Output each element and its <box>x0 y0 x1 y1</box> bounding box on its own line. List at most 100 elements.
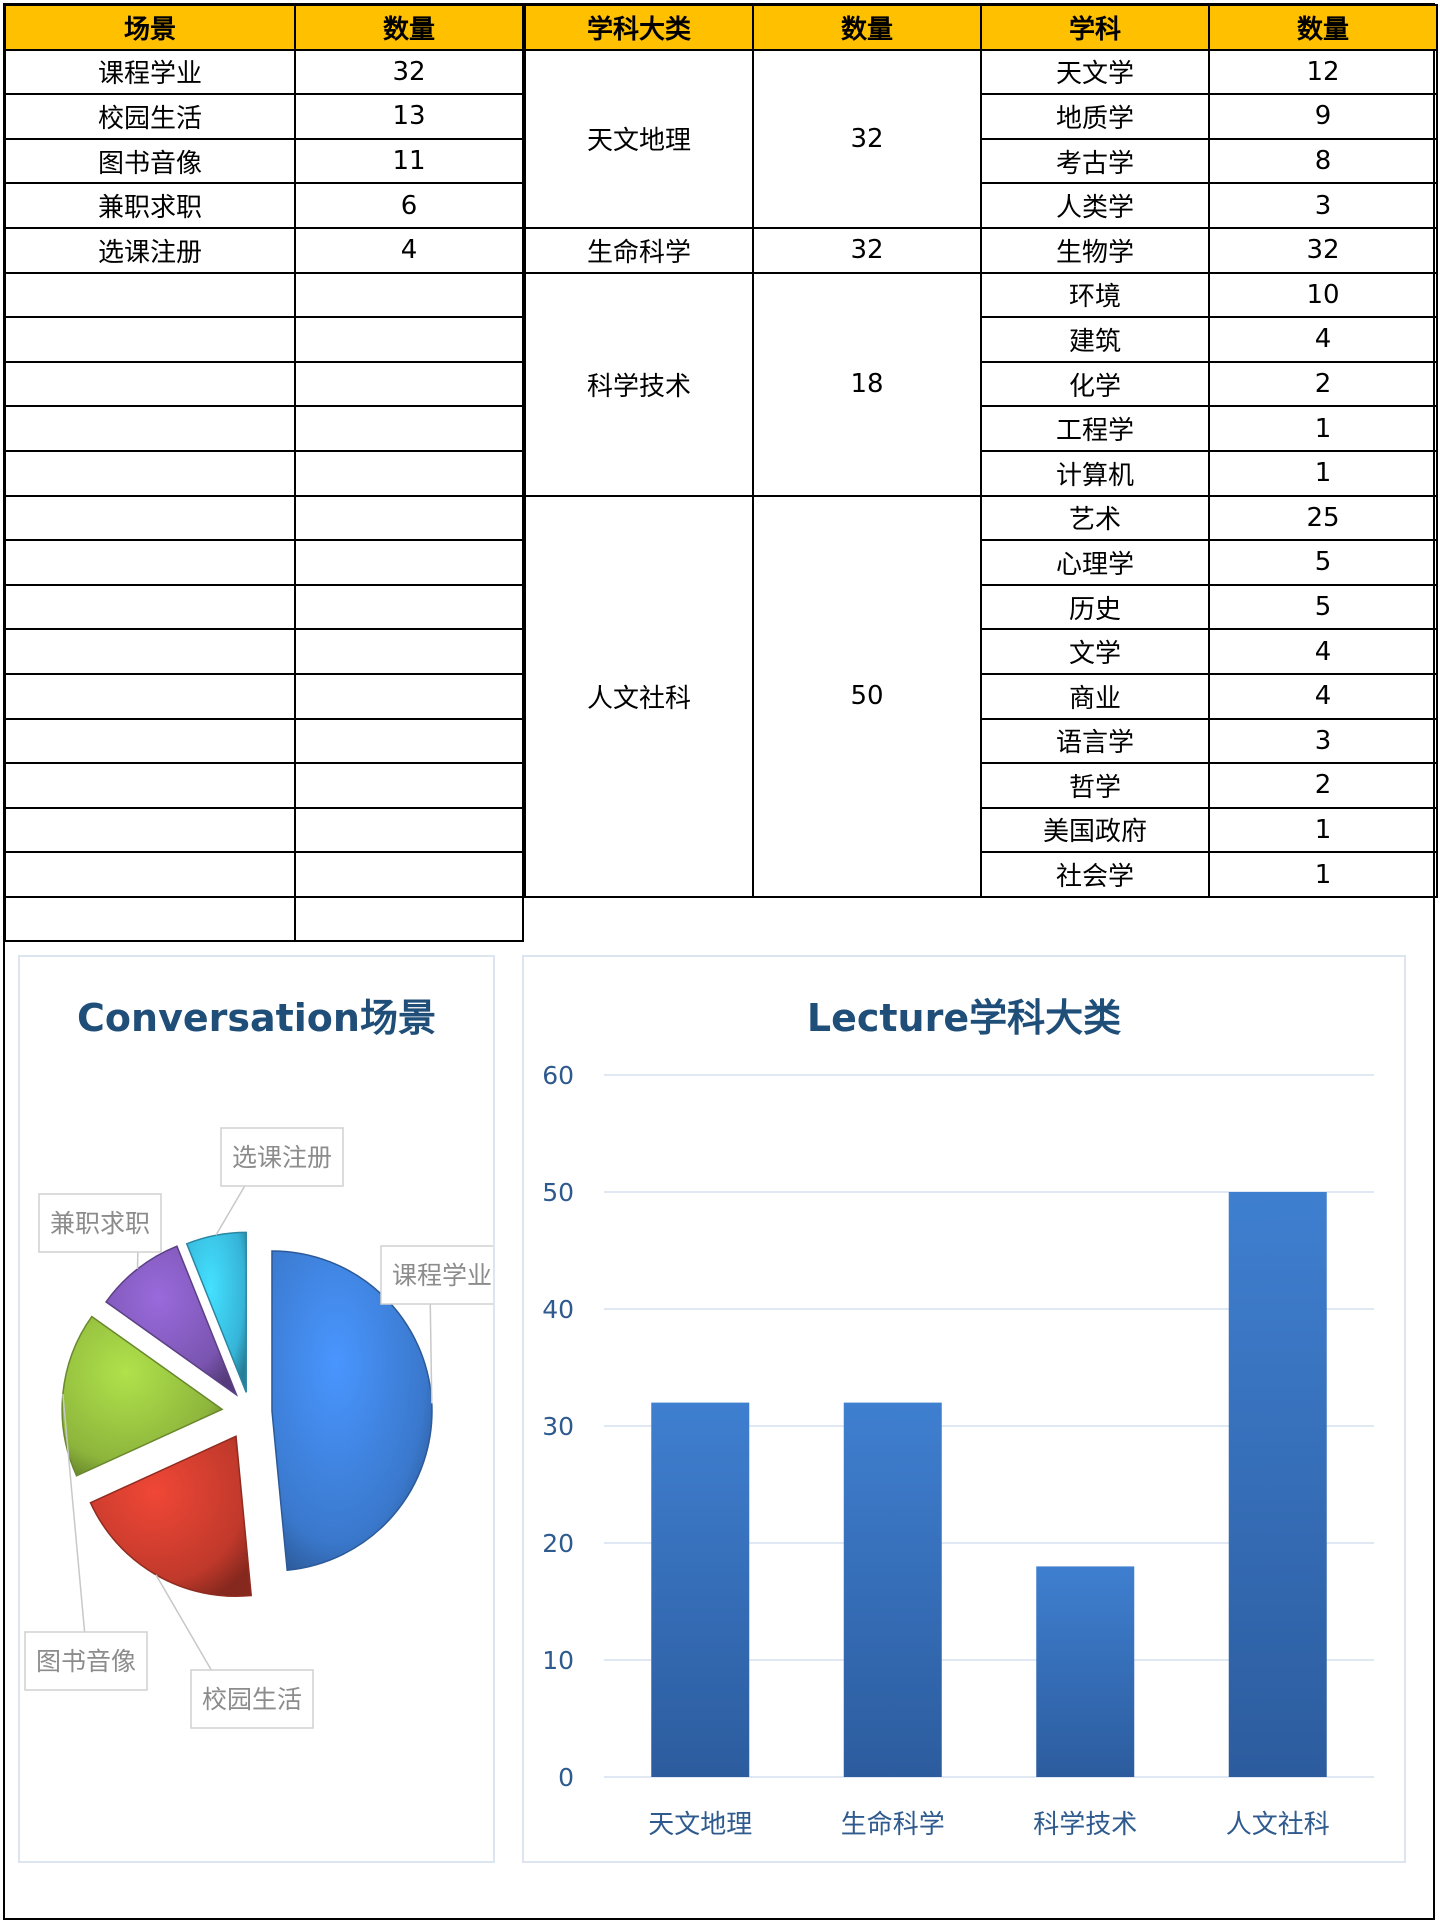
x-tick-label: 天文地理 <box>648 1810 752 1840</box>
subject-count: 1 <box>1208 405 1438 452</box>
table-row: 人文社科 50 艺术 25 <box>524 494 1438 898</box>
subject-name: 工程学 <box>980 405 1210 452</box>
scene-name: 校园生活 <box>4 93 296 140</box>
table-row: 图书音像 11 <box>4 137 524 185</box>
empty-cell <box>294 316 524 363</box>
table-row: 校园生活 13 <box>4 93 524 140</box>
bar-chart: 0 10 20 30 40 50 60 天文地理 生命科学 科学技术 人文社科 <box>542 1061 1374 1840</box>
table-row-empty <box>4 271 524 319</box>
subject-count: 3 <box>1208 717 1438 765</box>
subject-count: 1 <box>1208 806 1438 854</box>
empty-cell <box>294 628 524 675</box>
empty-cell <box>4 717 296 765</box>
subject-count: 4 <box>1208 628 1438 675</box>
subject-table: 学科大类 数量 学科 数量 天文地理 32 天文学 12 地质学 9 考古学 8 人类学 3 生命科… <box>524 4 1438 898</box>
category-name: 科学技术 <box>524 271 754 497</box>
subject-count: 4 <box>1208 672 1438 720</box>
empty-cell <box>4 494 296 542</box>
table-row: 计算机 1 <box>525 449 1438 497</box>
empty-cell <box>4 539 296 586</box>
empty-cell <box>294 494 524 542</box>
category-name: 天文地理 <box>524 48 754 229</box>
table-row-empty <box>4 628 524 675</box>
scene-table-header: 场景 数量 <box>4 4 524 51</box>
header-subject: 学科 <box>980 4 1210 51</box>
subject-name: 哲学 <box>980 762 1210 809</box>
outer-frame <box>3 3 1435 1920</box>
subject-name: 语言学 <box>980 717 1210 765</box>
table-row-empty <box>4 539 524 586</box>
pie-slice <box>185 1231 247 1393</box>
empty-cell <box>294 539 524 586</box>
table-row: 语言学 3 <box>525 717 1438 765</box>
subject-name: 生物学 <box>980 226 1210 274</box>
scene-count: 13 <box>294 93 524 140</box>
subject-name: 计算机 <box>980 449 1210 497</box>
bar-chart-panel: Lecture学科大类 0 10 20 30 40 50 60 天文地理 生命科学 科学技术 人文社… <box>522 955 1406 1863</box>
table-row-empty <box>4 449 524 497</box>
table-row-empty <box>4 672 524 720</box>
subject-name: 考古学 <box>980 137 1210 185</box>
scene-name: 图书音像 <box>4 137 296 185</box>
scene-table: 场景 数量 课程学业 32 校园生活 13 图书音像 11 兼职求职 6 选课注册 4 <box>4 4 524 943</box>
empty-cell <box>294 762 524 809</box>
subject-count: 32 <box>1208 226 1438 274</box>
empty-cell <box>4 405 296 452</box>
table-row-empty <box>4 360 524 408</box>
subject-count: 2 <box>1208 360 1438 408</box>
empty-cell <box>4 806 296 854</box>
subject-name: 天文学 <box>980 48 1210 96</box>
table-row: 美国政府 1 <box>525 806 1438 854</box>
subject-count: 3 <box>1208 182 1438 229</box>
table-row: 化学 2 <box>525 360 1438 408</box>
empty-cell <box>294 806 524 854</box>
subject-name: 历史 <box>980 583 1210 631</box>
pie-label: 课程学业 <box>380 1245 504 1305</box>
scene-name: 课程学业 <box>4 48 296 96</box>
table-row: 心理学 5 <box>525 539 1438 586</box>
y-tick-label: 50 <box>542 1178 574 1207</box>
table-row: 人类学 3 <box>525 182 1438 229</box>
pie-label-text: 兼职求职 <box>50 1209 150 1238</box>
subject-count: 9 <box>1208 93 1438 140</box>
pie-chart-title: Conversation场景 <box>77 996 436 1040</box>
empty-cell <box>294 449 524 497</box>
table-row-empty <box>4 762 524 809</box>
empty-cell <box>4 583 296 631</box>
table-row: 哲学 2 <box>525 762 1438 809</box>
subject-count: 2 <box>1208 762 1438 809</box>
subject-name: 人类学 <box>980 182 1210 229</box>
table-row: 考古学 8 <box>525 137 1438 185</box>
table-row: 选课注册 4 <box>4 226 524 274</box>
subject-count: 12 <box>1208 48 1438 96</box>
table-row: 商业 4 <box>525 672 1438 720</box>
pie-label: 兼职求职 <box>38 1193 162 1253</box>
subject-count: 5 <box>1208 539 1438 586</box>
bar <box>843 1402 942 1777</box>
empty-cell <box>4 762 296 809</box>
table-row: 科学技术 18 环境 10 <box>524 271 1438 497</box>
header-subject-count: 数量 <box>1208 4 1438 51</box>
subject-count: 5 <box>1208 583 1438 631</box>
pie-leader-line <box>429 1286 433 1404</box>
category-name: 人文社科 <box>524 494 754 898</box>
header-category: 学科大类 <box>524 4 754 51</box>
bar <box>1228 1192 1327 1777</box>
x-tick-label: 科学技术 <box>1033 1810 1137 1840</box>
subject-name: 社会学 <box>980 851 1210 898</box>
subject-count: 10 <box>1208 271 1438 319</box>
category-count: 18 <box>752 271 982 497</box>
table-row: 社会学 1 <box>525 851 1438 898</box>
subject-count: 4 <box>1208 316 1438 363</box>
pie-leader-line <box>62 1394 87 1648</box>
table-row-empty <box>4 494 524 542</box>
pie-label: 校园生活 <box>190 1669 314 1729</box>
table-row: 生命科学 32 生物学 32 <box>524 226 1438 274</box>
pie-slice <box>105 1245 239 1397</box>
subject-name: 心理学 <box>980 539 1210 586</box>
empty-cell <box>4 449 296 497</box>
empty-cell <box>294 672 524 720</box>
subject-name: 文学 <box>980 628 1210 675</box>
